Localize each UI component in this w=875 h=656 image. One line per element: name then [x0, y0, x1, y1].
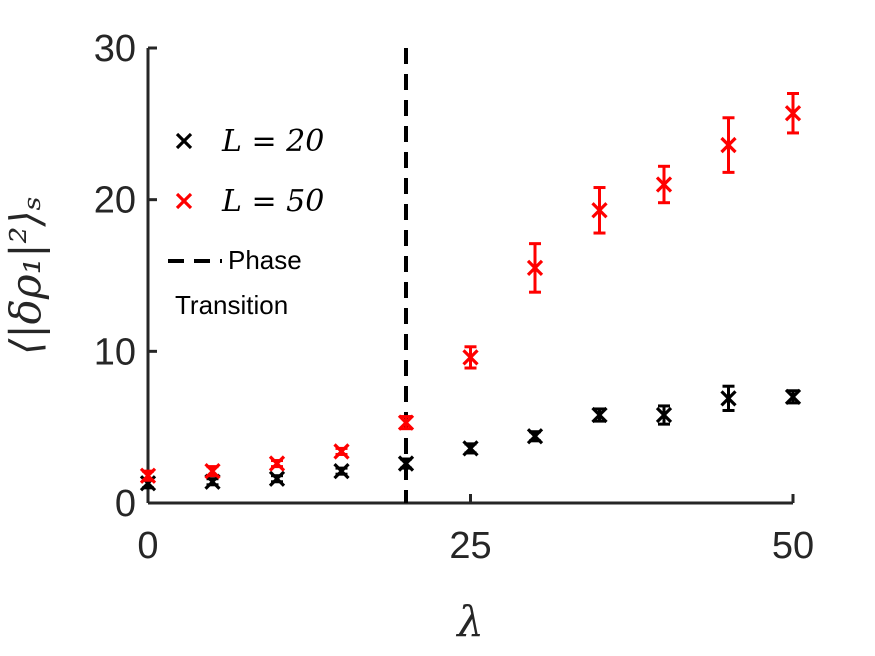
series-layer — [139, 92, 802, 492]
data-point — [139, 467, 157, 484]
data-point — [462, 349, 479, 366]
legend-x-marker — [175, 132, 193, 150]
data-point — [591, 406, 608, 424]
x-tick-label: 0 — [137, 525, 158, 567]
data-point — [591, 202, 608, 219]
data-point — [720, 136, 737, 154]
x-tick-label: 50 — [772, 525, 814, 567]
legend-marker-l20 — [175, 132, 193, 150]
data-point — [720, 390, 737, 407]
legend-label-l20: L = 20 — [221, 124, 324, 159]
data-point — [333, 443, 350, 460]
data-point — [526, 428, 544, 445]
y-tick-label: 10 — [94, 331, 136, 373]
data-point — [655, 406, 673, 424]
legend-x-marker — [175, 192, 193, 210]
data-point — [526, 259, 544, 277]
y-tick-label: 0 — [115, 483, 136, 525]
legend-label-transition: Transition — [175, 290, 288, 320]
data-point — [462, 440, 479, 457]
series-l50 — [139, 92, 802, 484]
y-axis-label: ⟨|δρ₁|²⟩ₛ — [1, 196, 50, 355]
x-axis-label: λ — [455, 597, 484, 646]
data-point — [397, 414, 415, 431]
data-point — [397, 455, 415, 472]
data-point — [784, 105, 802, 122]
data-point — [268, 455, 286, 472]
tick-labels: 0 25 50 0 10 20 30 — [94, 28, 814, 567]
legend-marker-l50 — [175, 192, 193, 210]
y-tick-label: 30 — [94, 28, 136, 70]
plot-area: 0 25 50 0 10 20 30 — [94, 28, 814, 567]
tick-marks — [146, 46, 795, 505]
data-point — [204, 463, 221, 480]
legend: L = 20 L = 50 Phase Transition — [168, 124, 324, 320]
series-l20 — [139, 384, 802, 492]
x-tick-label: 25 — [449, 525, 491, 567]
legend-label-phase: Phase — [228, 245, 302, 275]
data-point — [784, 388, 802, 405]
data-point — [333, 463, 350, 480]
data-point — [655, 176, 673, 193]
y-tick-label: 20 — [94, 180, 136, 222]
legend-label-l50: L = 50 — [221, 184, 324, 219]
data-point — [268, 470, 286, 487]
